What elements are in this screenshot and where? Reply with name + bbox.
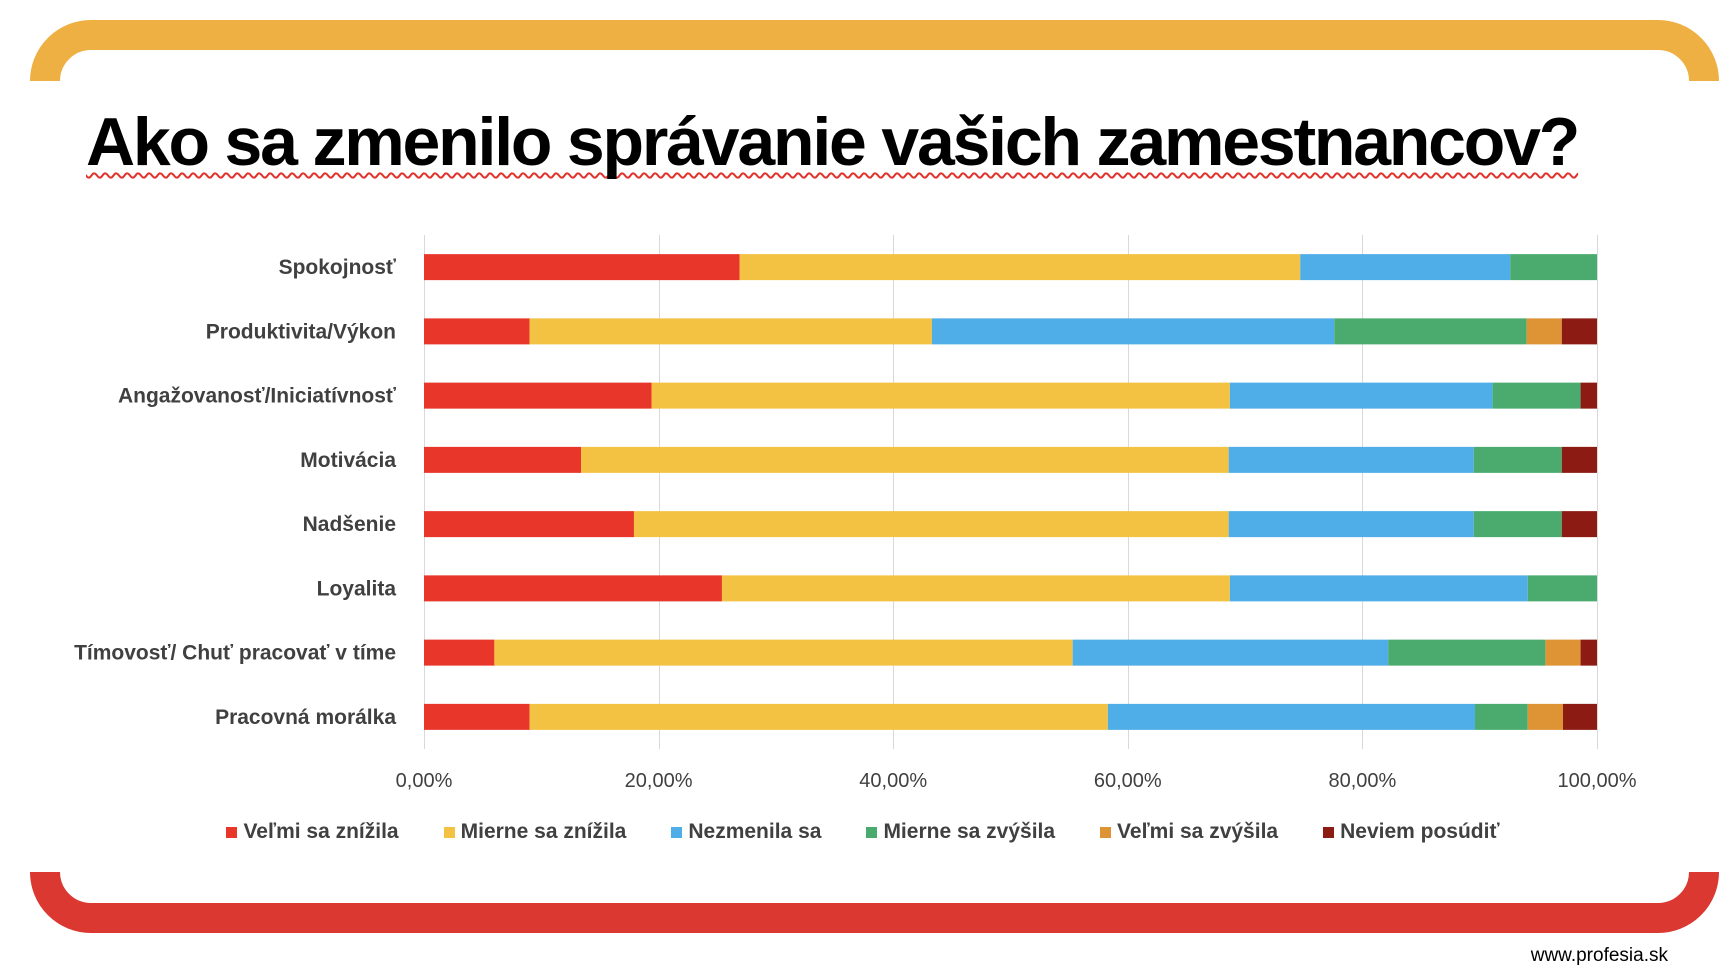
bar-segment: [1561, 511, 1597, 538]
legend-swatch: [443, 826, 455, 838]
legend-label: Neviem posúdiť: [1340, 820, 1500, 843]
bar-segment: [1107, 703, 1476, 730]
bar-segment: [1473, 511, 1562, 538]
bar-segment: [424, 446, 582, 473]
bar-segment: [651, 382, 1230, 409]
bar-segment: [1545, 639, 1581, 666]
bar-segment: [1228, 511, 1474, 538]
bar-segment: [581, 446, 1229, 473]
bar-segment: [1388, 639, 1546, 666]
bar-segment: [424, 254, 740, 281]
legend-swatch: [226, 826, 238, 838]
bar-segment: [721, 575, 1230, 602]
bar-segment: [424, 575, 722, 602]
category-label: Angažovanosť/Iniciatívnosť: [118, 385, 397, 408]
bar-segment: [1526, 318, 1562, 345]
legend-item: Nezmenila sa: [671, 820, 821, 844]
category-label: Motivácia: [300, 449, 396, 472]
x-tick-label: 20,00%: [625, 770, 693, 792]
bar-segment: [1334, 318, 1527, 345]
category-label: Produktivita/Výkon: [206, 320, 396, 343]
legend-item: Mierne sa zvýšila: [866, 820, 1055, 844]
legend-item: Veľmi sa zvýšila: [1100, 820, 1278, 844]
bar-segment: [1580, 382, 1597, 409]
x-tick-label: 80,00%: [1328, 770, 1396, 792]
bar-segment: [1527, 703, 1563, 730]
top-decorative-band: [30, 20, 1719, 81]
bar-segment: [424, 703, 530, 730]
bottom-decorative-band: [30, 872, 1719, 933]
bar-segment: [1562, 703, 1597, 730]
legend-label: Mierne sa zvýšila: [883, 820, 1056, 843]
bar-segment: [1228, 446, 1474, 473]
legend-swatch: [671, 826, 683, 838]
bar-segment: [1527, 575, 1597, 602]
bar-segment: [633, 511, 1229, 538]
bar-segment: [529, 318, 932, 345]
x-tick-label: 100,00%: [1558, 770, 1637, 792]
bar-segment: [931, 318, 1335, 345]
bar-segment: [494, 639, 1073, 666]
legend-label: Veľmi sa znížila: [243, 820, 399, 843]
bar-segment: [1473, 446, 1562, 473]
x-tick-label: 40,00%: [859, 770, 927, 792]
bottom-band-ring: [30, 872, 1719, 933]
bar-segment: [1561, 446, 1597, 473]
bar-segment: [1300, 254, 1511, 281]
x-tick-label: 0,00%: [396, 770, 453, 792]
bar-segment: [1492, 382, 1581, 409]
bar-segment: [424, 382, 652, 409]
legend-label: Nezmenila sa: [688, 820, 822, 843]
category-label: Tímovosť/ Chuť pracovať v tíme: [74, 642, 396, 665]
footer-url: www.profesia.sk: [1530, 945, 1668, 966]
top-band-ring: [30, 20, 1719, 81]
chart-legend: Veľmi sa znížila Mierne sa znížila Nezme…: [80, 820, 1646, 844]
bar-segment: [1510, 254, 1597, 281]
stacked-bar-chart[interactable]: 0,00% 20,00% 40,00% 60,00% 80,00% 100,00% Spok…: [0, 200, 1736, 860]
bar-segment: [1580, 639, 1597, 666]
legend-item: Neviem posúdiť: [1323, 820, 1500, 844]
bar-segment: [739, 254, 1301, 281]
bar-segment: [1072, 639, 1389, 666]
legend-label: Mierne sa znížila: [460, 820, 627, 843]
chart-plot-area: 0,00% 20,00% 40,00% 60,00% 80,00% 100,00% Spok…: [74, 235, 1637, 792]
bar-segment: [1229, 575, 1528, 602]
bar-segment: [424, 639, 495, 666]
category-label: Loyalita: [317, 577, 397, 600]
bar-segment: [1475, 703, 1528, 730]
legend-label: Veľmi sa zvýšila: [1117, 820, 1279, 843]
bar-segment: [424, 318, 530, 345]
bar-segment: [1229, 382, 1493, 409]
bar-segment: [1561, 318, 1597, 345]
x-tick-label: 60,00%: [1094, 770, 1162, 792]
legend-swatch: [1100, 826, 1112, 838]
category-label: Pracovná morálka: [215, 706, 396, 729]
bar-segment: [529, 703, 1108, 730]
category-label: Nadšenie: [303, 513, 396, 536]
category-label: Spokojnosť: [279, 256, 397, 279]
slide-title[interactable]: Ako sa zmenilo správanie vašich zamestna…: [86, 104, 1580, 180]
bar-segment: [424, 511, 634, 538]
legend-item: Veľmi sa znížila: [226, 820, 399, 844]
legend-swatch: [866, 826, 878, 838]
legend-item: Mierne sa znížila: [443, 820, 627, 844]
legend-swatch: [1323, 826, 1335, 838]
